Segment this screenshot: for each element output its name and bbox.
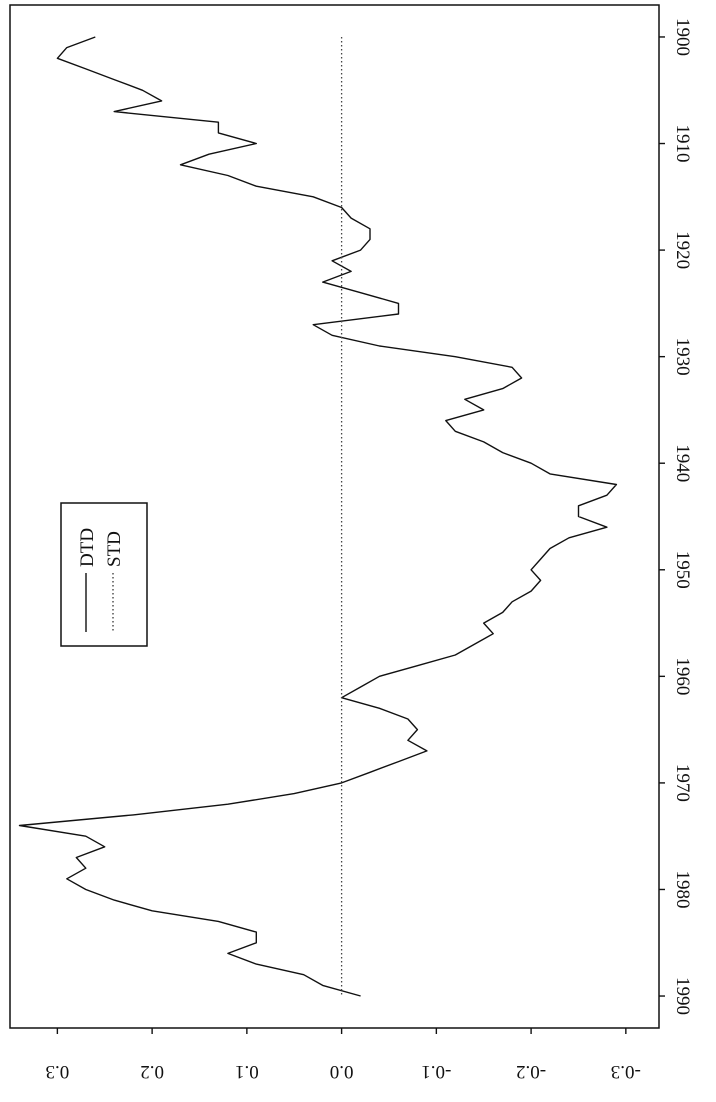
year-tick-label: 1960: [672, 657, 693, 695]
value-tick-label: -0.1: [421, 1061, 451, 1082]
value-tick-label: -0.2: [516, 1061, 546, 1082]
year-tick-label: 1980: [672, 870, 693, 908]
series-line-dtd: [18, 36, 618, 997]
value-tick-label: 0.2: [140, 1061, 164, 1082]
year-tick-label: 1990: [672, 977, 693, 1015]
year-tick-label: 1940: [672, 444, 693, 482]
year-tick-label: 1900: [672, 18, 693, 56]
year-tick-label: 1910: [672, 125, 693, 163]
value-tick-label: 0.3: [45, 1061, 69, 1082]
year-tick-label: 1920: [672, 231, 693, 269]
lines-layer: [18, 36, 618, 997]
plot-frame: [9, 4, 660, 1029]
value-tick-label: -0.3: [611, 1061, 641, 1082]
value-tick-label: 0.1: [235, 1061, 259, 1082]
legend-std-label: STD: [104, 531, 125, 567]
legend-box: [60, 502, 148, 647]
legend-dtd-label: DTD: [77, 528, 98, 567]
value-tick-label: 0.0: [330, 1061, 354, 1082]
year-tick-label: 1950: [672, 551, 693, 589]
legend: DTD STD: [60, 502, 148, 647]
year-tick-label: 1930: [672, 338, 693, 376]
ticks-layer: 1900 1910 1920 1930 1940 1950 1960 1970 1980 1990…: [45, 18, 693, 1082]
year-tick-label: 1970: [672, 764, 693, 802]
